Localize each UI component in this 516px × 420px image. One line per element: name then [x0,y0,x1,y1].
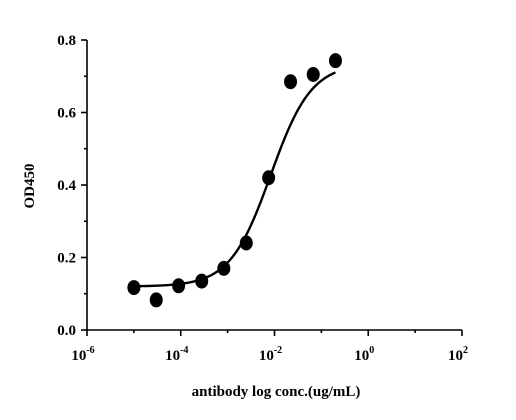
data-point [172,278,186,294]
ticks: 0.0 0.2 0.4 0.6 0.8 10-6 10-4 10-2 100 102 [57,33,468,364]
y-tick-label: 0.4 [57,178,76,194]
data-point [217,260,231,276]
y-tick-label: 0.0 [57,323,76,339]
data-point [127,280,141,296]
x-tick-label: 10-4 [165,345,188,364]
y-axis-title: OD450 [22,164,38,209]
fit-curve [133,71,336,288]
y-tick-label: 0.2 [57,251,76,267]
y-tick-label: 0.8 [57,33,76,49]
x-tick-label: 100 [354,345,374,364]
fit-curve-layer [133,71,336,288]
data-point [262,170,276,186]
data-point [239,235,253,251]
x-tick-label: 102 [448,345,468,364]
x-tick-label: 10-6 [71,345,94,364]
x-tick-label: 10-2 [259,345,282,364]
data-point [306,66,320,82]
data-point [284,74,298,90]
data-point [149,292,163,308]
data-point [195,273,209,289]
data-points [127,53,342,308]
data-point [328,53,342,69]
y-tick-label: 0.6 [57,106,76,122]
x-axis-title: antibody log conc.(ug/mL) [192,384,361,400]
